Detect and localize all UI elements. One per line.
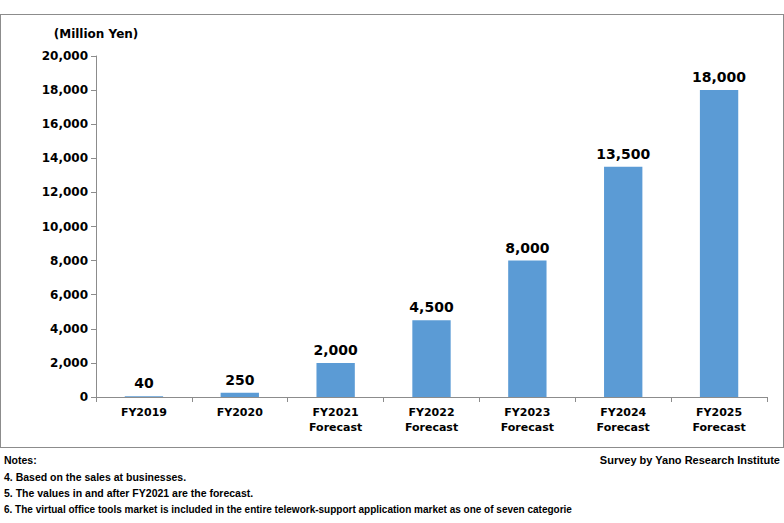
svg-text:Forecast: Forecast (405, 421, 458, 434)
svg-text:FY2023: FY2023 (504, 406, 550, 419)
svg-text:FY2024: FY2024 (600, 406, 646, 419)
svg-text:4,000: 4,000 (50, 322, 88, 336)
svg-text:FY2025: FY2025 (696, 406, 742, 419)
svg-text:18,000: 18,000 (692, 69, 746, 85)
svg-text:8,000: 8,000 (505, 240, 550, 256)
svg-text:2,000: 2,000 (313, 342, 358, 358)
svg-text:(Million Yen): (Million Yen) (54, 27, 139, 41)
html-text:6. The virtual office tools ma: 6. The virtual office tools market is in… (4, 503, 572, 515)
svg-text:13,500: 13,500 (596, 146, 650, 162)
svg-text:10,000: 10,000 (42, 220, 88, 234)
svg-text:6,000: 6,000 (50, 288, 88, 302)
svg-text:Forecast: Forecast (692, 421, 745, 434)
svg-text:16,000: 16,000 (42, 117, 88, 131)
svg-text:Forecast: Forecast (309, 421, 362, 434)
svg-text:250: 250 (225, 372, 254, 388)
svg-text:2,000: 2,000 (50, 356, 88, 370)
svg-text:FY2020: FY2020 (217, 406, 263, 419)
svg-text:4,500: 4,500 (409, 299, 454, 315)
svg-text:18,000: 18,000 (42, 83, 88, 97)
svg-text:8,000: 8,000 (50, 254, 88, 268)
svg-text:FY2021: FY2021 (313, 406, 359, 419)
svg-text:40: 40 (134, 375, 154, 391)
svg-text:20,000: 20,000 (42, 49, 88, 63)
html-text:5. The values in and after FY2: 5. The values in and after FY2021 are th… (4, 487, 254, 499)
svg-text:Forecast: Forecast (597, 421, 650, 434)
html-text:Notes:: Notes: (4, 454, 37, 466)
svg-text:Forecast: Forecast (501, 421, 554, 434)
svg-text:14,000: 14,000 (42, 151, 88, 165)
svg-text:FY2019: FY2019 (121, 406, 167, 419)
html-text:Survey by Yano Research Instit: Survey by Yano Research Institute (599, 454, 780, 466)
svg-text:12,000: 12,000 (42, 185, 88, 199)
svg-text:0: 0 (80, 390, 88, 404)
html-text:4. Based on the sales at busin: 4. Based on the sales at businesses. (4, 470, 187, 483)
svg-text:FY2022: FY2022 (408, 406, 454, 419)
